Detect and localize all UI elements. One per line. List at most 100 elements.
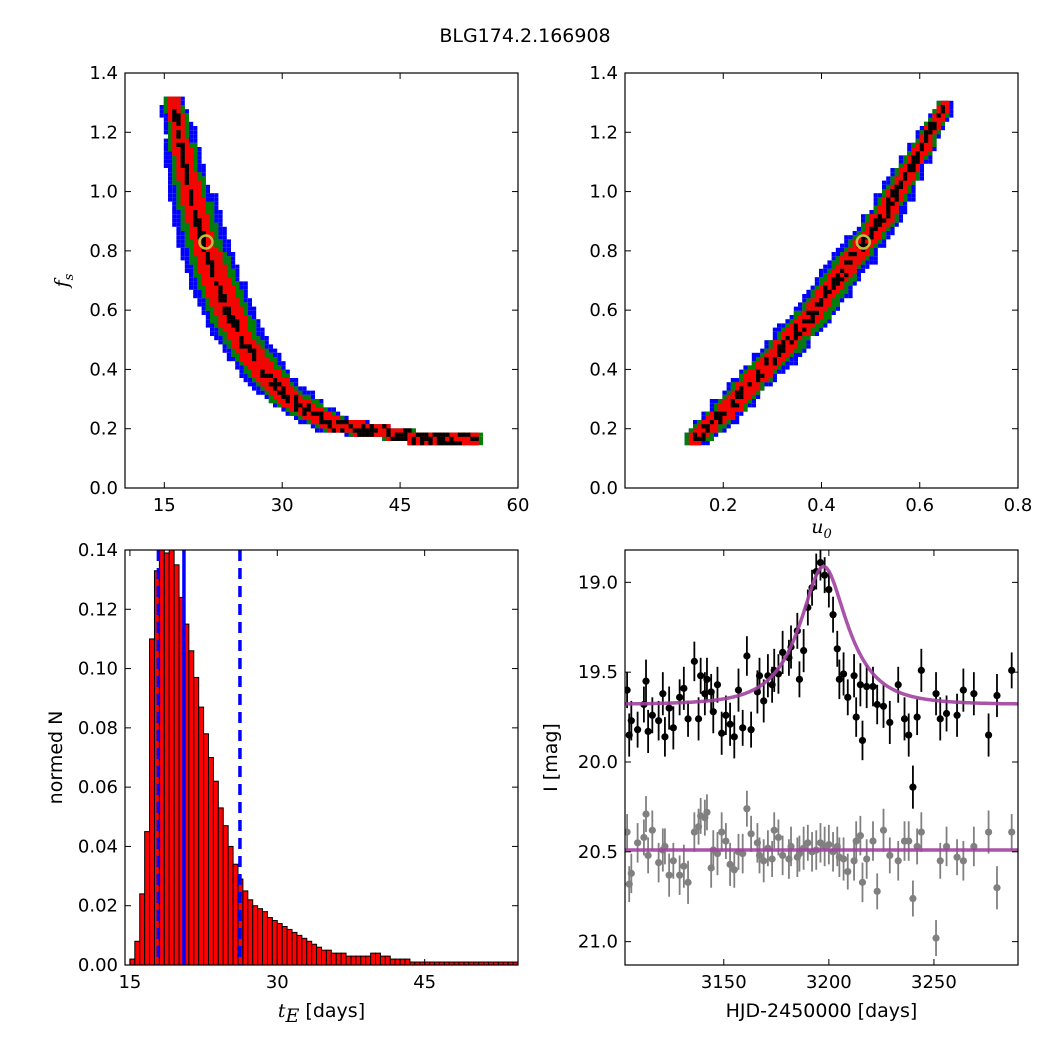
heat-cell-best <box>772 357 777 362</box>
heat-cell-2sigma <box>210 310 215 315</box>
heat-cell-3sigma <box>176 222 181 227</box>
heat-cell-best <box>231 323 236 328</box>
heat-cell-2sigma <box>903 197 908 202</box>
heat-cell-3sigma <box>239 373 244 378</box>
data-point <box>873 700 881 709</box>
heat-cell-2sigma <box>768 340 773 345</box>
heat-cell-2sigma <box>751 394 756 399</box>
heat-cell-2sigma <box>882 231 887 236</box>
heat-cell-2sigma <box>281 373 286 378</box>
heat-cell-1sigma <box>193 193 198 198</box>
heat-cell-1sigma <box>688 436 693 441</box>
heat-cell-3sigma <box>768 382 773 387</box>
heat-cell-1sigma <box>890 214 895 219</box>
heat-cell-2sigma <box>180 218 185 223</box>
heat-cell-3sigma <box>197 151 202 156</box>
heat-cell-3sigma <box>919 168 924 173</box>
heat-cell-1sigma <box>903 168 908 173</box>
heat-cell-2sigma <box>218 239 223 244</box>
heat-cell-3sigma <box>835 247 840 252</box>
heat-cell-1sigma <box>268 369 273 374</box>
heat-cell-best <box>399 432 404 437</box>
heat-cell-best <box>407 428 412 433</box>
heat-cell-best <box>701 436 706 441</box>
heat-cell-1sigma <box>243 327 248 332</box>
heat-cell-3sigma <box>882 239 887 244</box>
heat-cell-1sigma <box>231 285 236 290</box>
heat-cell-1sigma <box>247 336 252 341</box>
heat-cell-2sigma <box>289 411 294 416</box>
data-point <box>694 715 703 723</box>
heat-cell-1sigma <box>189 184 194 189</box>
heat-cell-1sigma <box>260 378 265 383</box>
heat-cell-best <box>298 403 303 408</box>
heat-cell-2sigma <box>798 340 803 345</box>
heat-cell-2sigma <box>924 155 929 160</box>
heat-cell-best <box>798 331 803 336</box>
heat-cell-3sigma <box>281 361 286 366</box>
heat-cell-3sigma <box>294 378 299 383</box>
data-point <box>833 645 841 653</box>
heat-cell-2sigma <box>222 340 227 345</box>
data-point <box>669 724 677 732</box>
heat-cell-3sigma <box>243 373 248 378</box>
heat-cell-1sigma <box>877 210 882 215</box>
heat-cell-1sigma <box>751 382 756 387</box>
heat-cell-1sigma <box>239 348 244 353</box>
heat-cell-best <box>449 436 454 441</box>
heat-cell-1sigma <box>777 357 782 362</box>
heat-cell-3sigma <box>302 420 307 425</box>
heat-cell-1sigma <box>252 340 257 345</box>
heat-cell-2sigma <box>176 184 181 189</box>
heat-cell-best <box>281 386 286 391</box>
heat-cell-1sigma <box>945 105 950 110</box>
heat-cell-best <box>436 441 441 446</box>
heat-cell-1sigma <box>882 226 887 231</box>
heat-cell-1sigma <box>235 310 240 315</box>
heat-cell-2sigma <box>873 210 878 215</box>
data-point <box>844 693 852 701</box>
data-point <box>713 681 722 689</box>
histogram-bar <box>212 780 219 966</box>
y-tick-label: 0.08 <box>78 718 118 739</box>
heat-cell-1sigma <box>806 327 811 332</box>
heat-cell-1sigma <box>252 369 257 374</box>
heat-cell-2sigma <box>235 281 240 286</box>
heat-cell-3sigma <box>844 235 849 240</box>
data-point <box>739 850 747 858</box>
heat-cell-1sigma <box>919 151 924 156</box>
data-point <box>913 713 921 721</box>
data-point <box>839 670 848 678</box>
x-tick-label: 3150 <box>701 972 747 993</box>
heat-cell-2sigma <box>214 323 219 328</box>
heat-cell-1sigma <box>180 189 185 194</box>
heat-cell-2sigma <box>273 399 278 404</box>
histogram-bar <box>266 917 273 966</box>
histogram-bar <box>188 650 195 966</box>
heat-cell-best <box>222 294 227 299</box>
heat-cell-best <box>189 197 194 202</box>
heat-cell-3sigma <box>831 310 836 315</box>
heat-cell-1sigma <box>235 306 240 311</box>
heat-cell-1sigma <box>840 281 845 286</box>
heat-cell-best <box>911 163 916 168</box>
heat-cell-1sigma <box>911 147 916 152</box>
heat-cell-best <box>735 390 740 395</box>
heat-cell-3sigma <box>210 323 215 328</box>
heat-cell-3sigma <box>772 336 777 341</box>
heat-cell-3sigma <box>764 382 769 387</box>
heat-cell-1sigma <box>189 222 194 227</box>
data-point <box>655 858 663 867</box>
heat-cell-3sigma <box>193 138 198 143</box>
heat-cell-best <box>176 117 181 122</box>
heat-cell-1sigma <box>172 100 177 105</box>
heat-cell-3sigma <box>735 378 740 383</box>
data-point <box>684 878 692 886</box>
histogram-bar <box>144 831 151 966</box>
heat-cell-2sigma <box>235 352 240 357</box>
heat-cell-1sigma <box>793 344 798 349</box>
heat-cell-2sigma <box>193 273 198 278</box>
heat-cell-best <box>327 420 332 425</box>
heat-cell-1sigma <box>184 193 189 198</box>
heat-cell-3sigma <box>210 193 215 198</box>
